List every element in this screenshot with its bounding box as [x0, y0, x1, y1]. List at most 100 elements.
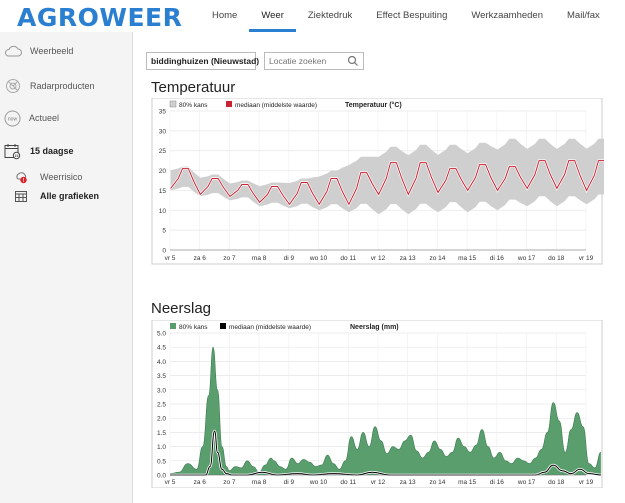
svg-text:now: now — [7, 116, 17, 122]
nav-item-ziektedruk[interactable]: Ziektedruk — [307, 10, 353, 21]
sidebar-item-15-daagse[interactable]: 15 15 daagse — [3, 142, 74, 160]
top-bar: AGROWEER Home Weer Ziektedruk Effect Bes… — [0, 0, 625, 32]
x-tick-label: vr 19 — [579, 255, 594, 262]
temperature-median-line — [170, 160, 604, 206]
x-tick-label: ma 8 — [252, 255, 267, 262]
x-tick-label: do 11 — [340, 255, 356, 262]
x-tick-label: vr 12 — [371, 255, 386, 262]
x-tick-label: vr 19 — [579, 479, 594, 486]
precipitation-chart: 80% kans mediaan (middelste waarde) Neer… — [151, 320, 603, 488]
precipitation-section-title: Neerslag — [151, 300, 212, 317]
y-tick-label: 4.0 — [157, 359, 166, 366]
x-tick-label: za 13 — [400, 479, 416, 486]
x-tick-label: vr 5 — [165, 255, 176, 262]
sidebar-item-alle-grafieken[interactable]: Alle grafieken — [14, 189, 99, 203]
sidebar-item-label: Radarproducten — [30, 81, 95, 91]
x-tick-label: ma 8 — [252, 479, 267, 486]
nav-item-weer[interactable]: Weer — [249, 0, 296, 32]
y-tick-label: 2.5 — [157, 402, 166, 409]
y-tick-label: 0.5 — [157, 458, 166, 465]
legend-swatch-median — [220, 323, 226, 329]
legend-label-band: 80% kans — [179, 102, 208, 109]
cloud-icon — [4, 44, 22, 58]
nav-item-werkzaamheden[interactable]: Werkzaamheden — [471, 10, 543, 21]
x-tick-label: do 18 — [548, 255, 565, 262]
precipitation-legend: 80% kans mediaan (middelste waarde) Neer… — [170, 323, 399, 331]
x-tick-label: ma 15 — [458, 255, 476, 262]
legend-swatch-band — [169, 100, 177, 108]
x-tick-label: di 9 — [284, 255, 295, 262]
nav-item-mail-fax[interactable]: Mail/fax — [567, 10, 600, 21]
x-tick-label: di 16 — [490, 255, 504, 262]
nav-item-effect-bespuiting[interactable]: Effect Bespuiting — [376, 10, 448, 21]
svg-text:15: 15 — [14, 154, 18, 158]
y-tick-label: 3.0 — [157, 387, 166, 394]
y-tick-label: 4.5 — [157, 345, 166, 352]
calendar-icon: 15 — [3, 142, 21, 160]
sidebar-item-label: 15 daagse — [30, 146, 74, 156]
x-tick-label: wo 17 — [517, 479, 536, 486]
legend-swatch-band — [170, 323, 176, 329]
chart-title: Neerslag (mm) — [350, 324, 399, 331]
sidebar: Weerbeeld Radarproducten now Actueel 15 … — [0, 32, 133, 503]
chart-title: Temperatuur (°C) — [345, 101, 402, 109]
sidebar-item-actueel[interactable]: now Actueel — [3, 109, 59, 127]
x-tick-label: za 13 — [400, 255, 416, 262]
sidebar-item-label: Alle grafieken — [40, 191, 100, 201]
nav-item-home[interactable]: Home — [212, 10, 238, 21]
x-tick-label: di 16 — [490, 479, 504, 486]
y-tick-label: 10 — [159, 208, 167, 215]
y-tick-label: 1.5 — [157, 430, 166, 437]
x-tick-label: ma 15 — [458, 479, 476, 486]
sidebar-item-label: Weerbeeld — [30, 46, 74, 56]
x-tick-label: vr 5 — [165, 479, 176, 486]
y-tick-label: 0.0 — [157, 473, 166, 480]
legend-swatch-median — [226, 101, 232, 107]
precipitation-80pct-area — [170, 347, 601, 475]
x-tick-label: za 6 — [194, 479, 207, 486]
warning-icon: ! — [14, 170, 28, 184]
x-tick-label: zo 7 — [223, 255, 236, 262]
y-tick-label: 5 — [162, 228, 166, 235]
x-tick-label: do 11 — [340, 479, 356, 486]
current-location-button[interactable]: biddinghuizen (Nieuwstad) — [146, 52, 259, 70]
y-tick-label: 5.0 — [157, 331, 166, 338]
y-tick-label: 25 — [159, 148, 167, 155]
precipitation-80pct-outline — [169, 346, 602, 474]
sidebar-item-weerrisico[interactable]: ! Weerrisico — [14, 170, 82, 184]
legend-label-median: mediaan (middelste waarde) — [229, 324, 311, 331]
y-tick-label: 2.0 — [157, 416, 166, 423]
svg-text:!: ! — [22, 178, 24, 184]
legend-label-band: 80% kans — [179, 324, 208, 331]
x-tick-label: wo 10 — [309, 479, 328, 486]
search-icon[interactable] — [347, 54, 359, 66]
x-tick-label: zo 7 — [223, 479, 236, 486]
y-tick-label: 3.5 — [157, 373, 166, 380]
x-tick-label: wo 10 — [309, 255, 328, 262]
x-tick-label: za 6 — [194, 255, 207, 262]
location-search-input[interactable] — [264, 52, 364, 70]
temperature-chart: 80% kans mediaan (middelste waarde) Temp… — [151, 98, 604, 265]
y-tick-label: 30 — [159, 128, 167, 135]
y-tick-label: 1.0 — [157, 444, 166, 451]
sidebar-item-label: Weerrisico — [40, 172, 83, 182]
radar-icon — [4, 77, 22, 95]
main-nav: Home Weer Ziektedruk Effect Bespuiting W… — [200, 0, 612, 32]
y-tick-label: 35 — [159, 109, 167, 116]
x-tick-label: zo 14 — [429, 255, 445, 262]
sidebar-item-weerbeeld[interactable]: Weerbeeld — [4, 44, 73, 58]
sidebar-item-label: Actueel — [29, 113, 60, 123]
x-tick-label: wo 17 — [517, 255, 536, 262]
x-tick-label: di 9 — [284, 479, 295, 486]
main-content: biddinghuizen (Nieuwstad) Temperatuur 80… — [134, 32, 625, 503]
y-tick-label: 15 — [159, 188, 167, 195]
grid-calendar-icon — [14, 189, 28, 203]
y-tick-label: 0 — [162, 248, 166, 255]
y-tick-label: 20 — [159, 168, 167, 175]
x-tick-label: vr 12 — [371, 479, 386, 486]
x-tick-label: zo 14 — [429, 479, 445, 486]
sidebar-item-radarproducten[interactable]: Radarproducten — [4, 77, 95, 95]
x-tick-label: do 18 — [548, 479, 565, 486]
agroweer-logo[interactable]: AGROWEER — [17, 3, 183, 32]
temperature-legend: 80% kans mediaan (middelste waarde) Temp… — [169, 100, 402, 109]
